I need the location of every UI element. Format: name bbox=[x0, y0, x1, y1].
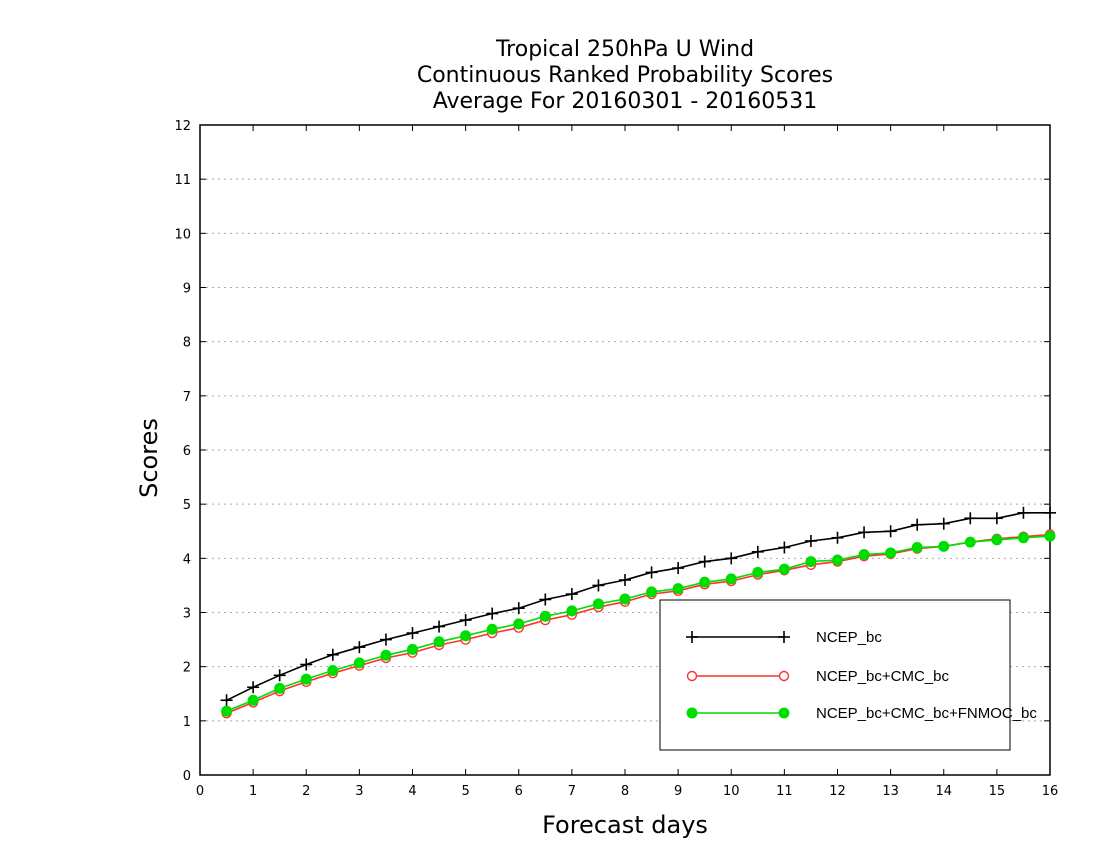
x-tick-label: 9 bbox=[674, 784, 682, 799]
legend-marker bbox=[778, 707, 790, 719]
x-tick-label: 0 bbox=[196, 784, 204, 799]
x-tick-label: 8 bbox=[621, 784, 629, 799]
data-point bbox=[911, 542, 923, 553]
legend-marker bbox=[686, 707, 698, 719]
legend-label: NCEP_bc+CMC_bc bbox=[816, 668, 949, 685]
x-axis-label: Forecast days bbox=[542, 811, 708, 839]
legend-label: NCEP_bc bbox=[816, 629, 882, 646]
x-tick-label: 6 bbox=[515, 784, 523, 799]
x-tick-label: 16 bbox=[1042, 784, 1059, 799]
x-tick-label: 15 bbox=[989, 784, 1006, 799]
data-point bbox=[566, 605, 578, 617]
legend-item-3: NCEP_bc+CMC_bc+FNMOC_bc bbox=[686, 705, 1037, 722]
legend-item-1: NCEP_bc bbox=[686, 629, 882, 646]
x-tick-label: 2 bbox=[302, 784, 310, 799]
data-point bbox=[1017, 532, 1029, 544]
y-tick-label: 11 bbox=[174, 173, 191, 188]
legend-label: NCEP_bc+CMC_bc+FNMOC_bc bbox=[816, 705, 1037, 722]
legend-marker bbox=[686, 670, 698, 682]
data-point bbox=[646, 586, 658, 598]
data-point bbox=[433, 636, 445, 648]
x-tick-label: 1 bbox=[249, 784, 257, 799]
chart-title-line-1: Tropical 250hPa U Wind bbox=[495, 37, 755, 62]
series-1 bbox=[220, 506, 1056, 707]
y-tick-label: 0 bbox=[183, 769, 191, 784]
series-layer bbox=[220, 506, 1056, 719]
data-point bbox=[407, 643, 418, 655]
data-point bbox=[380, 649, 392, 661]
data-point bbox=[247, 694, 259, 706]
data-point bbox=[991, 534, 1003, 546]
x-tick-label: 10 bbox=[723, 784, 740, 799]
data-point bbox=[619, 593, 631, 605]
series-line-1 bbox=[226, 511, 1050, 702]
x-tick-label: 11 bbox=[776, 784, 793, 799]
x-tick-label: 13 bbox=[882, 784, 899, 799]
data-point bbox=[752, 566, 764, 578]
data-point bbox=[725, 573, 737, 585]
data-point bbox=[699, 576, 711, 588]
data-point bbox=[832, 554, 843, 566]
data-point bbox=[1044, 530, 1056, 542]
data-point bbox=[592, 598, 604, 610]
x-tick-label: 3 bbox=[355, 784, 363, 799]
y-tick-label: 5 bbox=[183, 498, 191, 513]
data-point bbox=[300, 673, 312, 685]
y-tick-label: 4 bbox=[183, 552, 191, 567]
x-tick-label: 5 bbox=[461, 784, 469, 799]
data-point bbox=[513, 618, 525, 630]
legend-item-2: NCEP_bc+CMC_bc bbox=[686, 668, 949, 685]
y-tick-label: 7 bbox=[183, 390, 191, 405]
series-3 bbox=[221, 530, 1056, 717]
y-tick-label: 1 bbox=[183, 715, 191, 730]
y-tick-label: 12 bbox=[174, 119, 191, 134]
y-axis-label: Scores bbox=[135, 418, 163, 498]
y-tick-label: 2 bbox=[183, 661, 191, 676]
x-axis: 0 1 2 3 4 5 6 7 8 9 10 11 12 13 14 15 16 bbox=[196, 125, 1058, 799]
x-tick-label: 7 bbox=[568, 784, 576, 799]
data-point bbox=[858, 549, 870, 561]
data-point bbox=[221, 705, 233, 717]
legend: NCEP_bc NCEP_bc+CMC_bc NCEP_bc+CMC_bc+FNMO… bbox=[659, 599, 1037, 751]
data-point bbox=[778, 563, 790, 575]
x-tick-label: 12 bbox=[829, 784, 846, 799]
data-point bbox=[964, 536, 976, 548]
data-point bbox=[805, 556, 817, 568]
legend-box bbox=[659, 599, 1011, 751]
legend-marker bbox=[778, 670, 790, 682]
y-tick-label: 3 bbox=[183, 607, 191, 622]
y-tick-label: 8 bbox=[183, 336, 191, 351]
data-point bbox=[938, 540, 950, 552]
data-point bbox=[460, 630, 472, 642]
y-tick-label: 9 bbox=[183, 282, 191, 297]
y-tick-label: 6 bbox=[183, 444, 191, 459]
x-tick-label: 4 bbox=[408, 784, 416, 799]
data-point bbox=[539, 610, 551, 622]
chart-title-line-2: Continuous Ranked Probability Scores bbox=[416, 63, 834, 88]
data-point bbox=[885, 547, 897, 559]
data-point bbox=[353, 657, 365, 669]
y-tick-label: 10 bbox=[174, 227, 191, 242]
data-point bbox=[327, 664, 339, 676]
x-tick-label: 14 bbox=[935, 784, 952, 799]
data-point bbox=[672, 583, 684, 595]
data-point bbox=[486, 623, 498, 635]
data-point bbox=[274, 682, 286, 694]
chart-title-line-3: Average For 20160301 - 20160531 bbox=[432, 89, 818, 114]
